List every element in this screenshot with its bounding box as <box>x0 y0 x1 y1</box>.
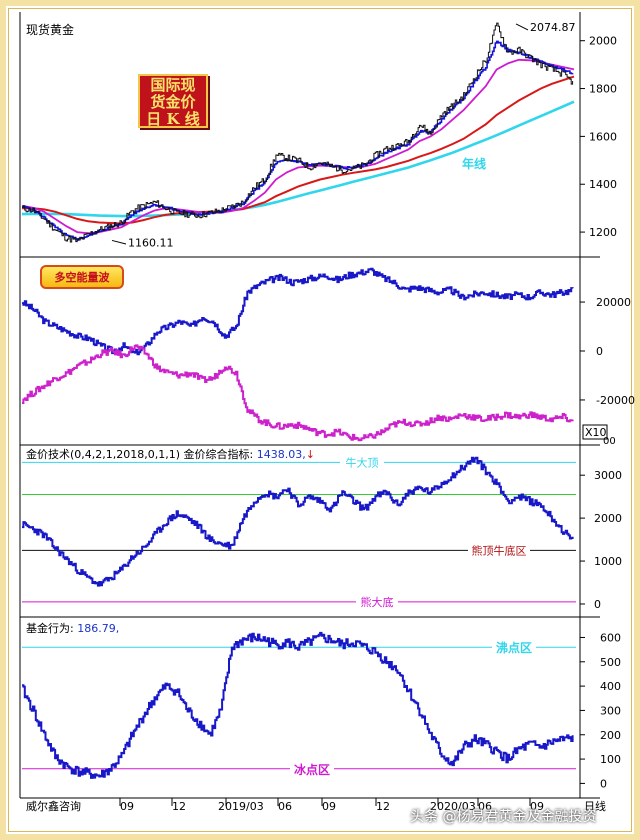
x-tick-label: 2020/03 <box>430 800 476 813</box>
high-label: 2074.87 <box>530 21 576 34</box>
bear-top-bull-bottom-label: 熊顶牛底区 <box>472 543 527 557</box>
badge-line: 国际现 <box>150 76 196 94</box>
label-bg <box>492 639 536 655</box>
badge-line: 货金价 <box>150 93 196 111</box>
label-bg <box>468 542 530 557</box>
panel-title: 现货黄金 <box>26 22 74 37</box>
y-tick-label: 500 <box>600 656 621 669</box>
y-tick-label: 1400 <box>589 178 617 191</box>
x-tick-label: 2019/03 <box>218 800 264 813</box>
x-tick-label: 12 <box>172 800 186 813</box>
y-tick-label: 2000 <box>594 512 622 525</box>
y-tick-label: 1000 <box>594 555 622 568</box>
price-series-3 <box>22 75 575 225</box>
freezing-label: 冰点区 <box>294 762 330 777</box>
y-tick-label: 2000 <box>589 35 617 48</box>
boiling-label: 沸点区 <box>496 640 532 655</box>
y-tick-label: 1200 <box>589 226 617 239</box>
indicator-header: 金价技术(0,4,2,1,2018,0,1,1) 金价综合指标: 1438.03… <box>26 447 315 461</box>
bear-bottom-label: 熊大底 <box>361 595 394 609</box>
y-tick-label: 00 <box>603 436 616 447</box>
watermark: 头条 @杨易君黄金及金融投资 <box>410 809 597 825</box>
y-tick-label: 300 <box>600 704 621 717</box>
down-arrow: ↓ <box>306 448 315 461</box>
y-tick-label: 400 <box>600 680 621 693</box>
energy-wave-badge: 多空能量波 <box>40 265 124 289</box>
x10-label: X10 <box>585 426 607 439</box>
x-tick-label: 09 <box>530 800 544 813</box>
source-label: 威尔鑫咨询 <box>26 799 81 813</box>
energy-series-1 <box>22 344 574 442</box>
label-bg <box>290 760 334 776</box>
y-tick-label: 0 <box>596 345 603 358</box>
label-bg <box>340 454 384 469</box>
x10-box <box>582 424 608 440</box>
badge-line: 日 K 线 <box>146 110 200 128</box>
x-tick-label: 06 <box>478 800 492 813</box>
indicator-value: 1438.03 <box>257 448 303 461</box>
low-pointer <box>111 239 127 245</box>
y-tick-label: 3000 <box>594 469 622 482</box>
y-tick-label: 1600 <box>589 130 617 143</box>
fund-behaviour-series <box>22 631 574 779</box>
price-series-1 <box>22 40 574 241</box>
price-series-2 <box>21 58 575 235</box>
title-badge: 国际现 货金价 日 K 线 <box>138 74 208 128</box>
y-tick-label: 600 <box>600 631 621 644</box>
low-label: 1160.11 <box>128 236 174 249</box>
composite-indicator-series <box>22 456 574 587</box>
y-tick-label: 0 <box>600 777 607 790</box>
x-tick-label: 06 <box>278 800 292 813</box>
year-line-label: 年线 <box>462 156 486 171</box>
x-tick-label: 09 <box>322 800 336 813</box>
y-tick-label: 20000 <box>596 296 631 309</box>
fund-value: 186.79, <box>77 622 119 635</box>
y-tick-label: 1800 <box>589 83 617 96</box>
indicator-params: 金价技术(0,4,2,1,2018,0,1,1) 金价综合指标: <box>26 447 257 461</box>
x-tick-label: 12 <box>376 800 390 813</box>
indicator-comma: , <box>302 448 306 461</box>
label-bg <box>356 593 398 608</box>
y-tick-label: -20000 <box>596 394 635 407</box>
y-tick-label: 0 <box>594 598 601 611</box>
x-tick-label: 09 <box>120 800 134 813</box>
fund-title: 基金行为: <box>26 621 77 635</box>
bull-top-label: 牛大顶 <box>346 455 379 469</box>
price-series-4 <box>21 100 575 218</box>
fund-header: 基金行为: 186.79, <box>26 621 119 635</box>
high-pointer <box>515 23 529 31</box>
y-tick-label: 200 <box>600 729 621 742</box>
price-series-0 <box>22 22 574 243</box>
y-tick-label: 100 <box>600 753 621 766</box>
period-label: 日线 <box>584 799 606 813</box>
